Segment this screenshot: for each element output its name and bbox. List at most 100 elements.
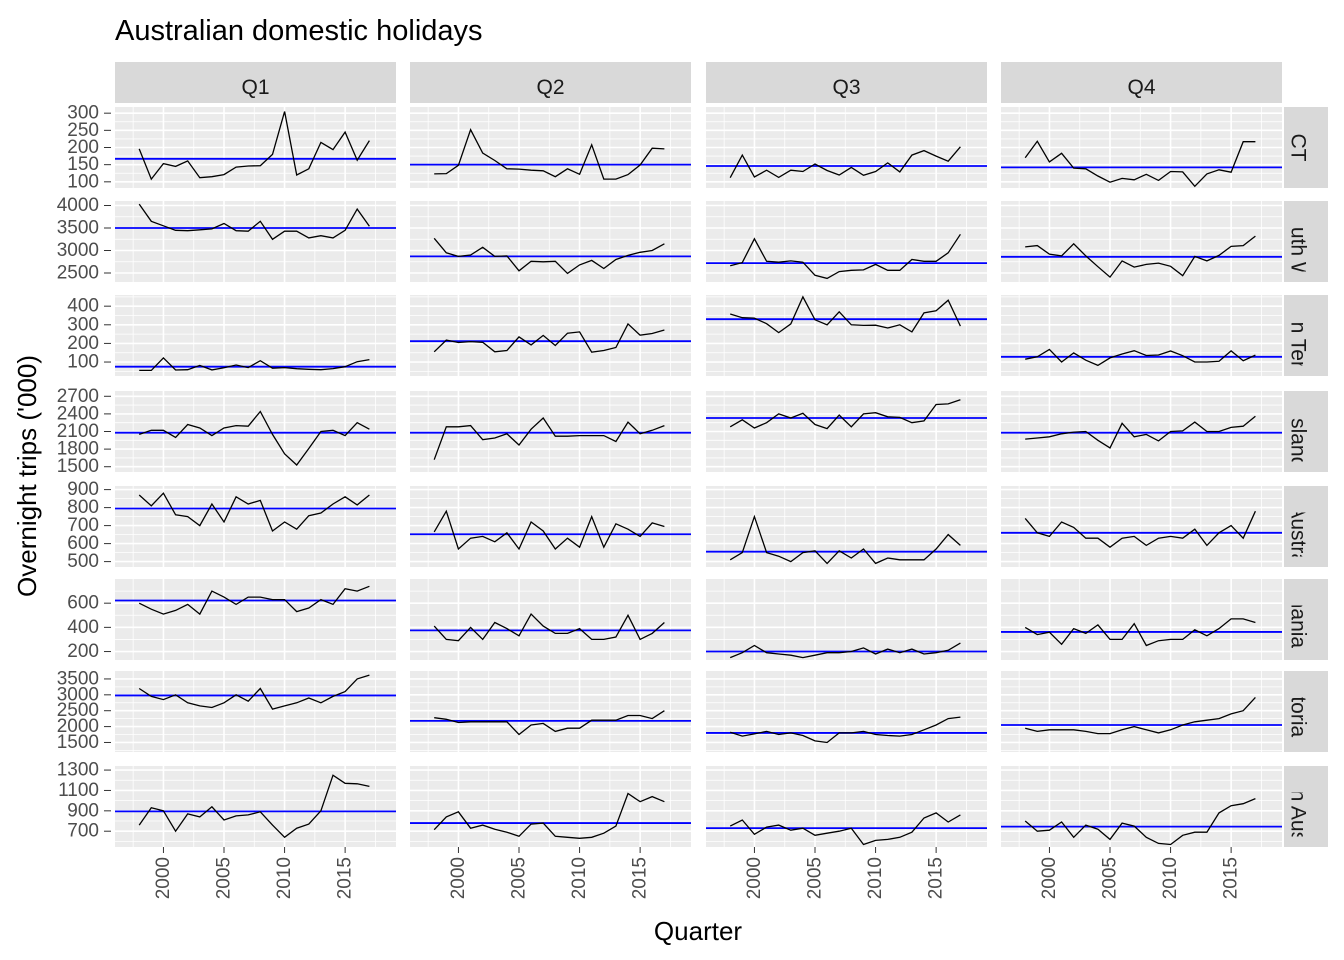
series-line-act-q3 <box>729 146 961 179</box>
y-tick-label: 1300 <box>57 760 99 781</box>
x-tick-label: 2010 <box>1160 857 1181 899</box>
panel-bg-new-south-wales-q2 <box>410 201 691 282</box>
x-tick-label: 2005 <box>214 857 235 899</box>
y-tick-label: 2500 <box>57 700 99 721</box>
series-line-victoria-q2 <box>434 710 665 736</box>
panel-bg-western-australia-q2 <box>410 766 691 847</box>
y-tick-label: 200 <box>67 641 99 662</box>
chart-title: Australian domestic holidays <box>115 15 483 47</box>
panel-bg-northern-territory-q2 <box>410 295 691 376</box>
series-line-northern-territory-q4 <box>1025 348 1256 367</box>
facet-strip-label: Q3 <box>832 76 860 99</box>
y-tick-label: 150 <box>67 154 99 175</box>
y-tick-label: 500 <box>67 551 99 572</box>
series-line-queensland-q3 <box>729 399 961 430</box>
x-tick-label: 2015 <box>1221 857 1242 899</box>
y-tick-label: 100 <box>67 352 99 373</box>
facet-strip-label: Q1 <box>241 76 269 99</box>
y-tick-label: 1800 <box>57 439 99 460</box>
panel-bg-tasmania-q1 <box>115 579 396 660</box>
facet-strip-q3 <box>706 62 987 103</box>
series-line-queensland-q1 <box>138 410 370 466</box>
panel-bg-western-australia-q3 <box>706 766 987 847</box>
row-strip-label: ern Aus <box>1287 771 1310 842</box>
row-strip-western-australia <box>1284 766 1328 847</box>
row-strip-south-australia <box>1284 486 1328 567</box>
series-line-new-south-wales-q3 <box>730 233 961 280</box>
y-tick-label: 3500 <box>57 218 99 239</box>
y-tick-label: 400 <box>67 296 99 317</box>
y-tick-label: 200 <box>67 333 99 354</box>
series-line-south-australia-q2 <box>433 509 665 551</box>
y-tick-label: 2500 <box>57 263 99 284</box>
x-tick-label: 2015 <box>926 857 947 899</box>
panel-bg-northern-territory-q4 <box>1001 295 1282 376</box>
series-line-western-australia-q1 <box>138 774 370 839</box>
series-line-victoria-q3 <box>730 716 961 744</box>
y-tick-label: 600 <box>67 593 99 614</box>
facet-strip-label: Q4 <box>1127 76 1155 99</box>
series-line-tasmania-q2 <box>433 613 665 642</box>
series-line-victoria-q4 <box>1025 696 1256 735</box>
series-line-act-q2 <box>434 128 665 180</box>
y-tick-label: 2400 <box>57 403 99 424</box>
series-line-western-australia-q4 <box>1024 798 1256 846</box>
y-tick-label: 1500 <box>57 732 99 753</box>
panel-bg-south-australia-q1 <box>115 486 396 567</box>
series-line-tasmania-q1 <box>138 585 370 616</box>
y-tick-label: 900 <box>67 479 99 500</box>
row-strip-queensland <box>1284 391 1328 472</box>
series-line-western-australia-q2 <box>433 792 665 839</box>
x-tick-label: 2005 <box>805 857 826 899</box>
series-line-queensland-q2 <box>433 417 665 460</box>
y-tick-label: 300 <box>67 103 99 124</box>
y-tick-label: 3000 <box>57 684 99 705</box>
panel-bg-south-australia-q2 <box>410 486 691 567</box>
row-strip-new-south-wales <box>1284 201 1328 282</box>
panel-bg-south-australia-q3 <box>706 486 987 567</box>
y-tick-label: 2100 <box>57 421 99 442</box>
series-line-south-australia-q1 <box>138 492 370 533</box>
series-line-act-q1 <box>138 111 370 181</box>
x-tick-label: 2005 <box>509 857 530 899</box>
row-strip-label: mania <box>1287 591 1310 649</box>
panel-bg-western-australia-q4 <box>1001 766 1282 847</box>
facet-strip-q1 <box>115 62 396 103</box>
row-strip-label: ensland <box>1287 395 1310 469</box>
x-tick-label: 2010 <box>865 857 886 899</box>
x-tick-label: 2015 <box>630 857 651 899</box>
y-tick-label: 600 <box>67 533 99 554</box>
x-tick-label: 2015 <box>335 857 356 899</box>
x-tick-label: 2000 <box>744 857 765 899</box>
series-line-victoria-q1 <box>138 674 370 710</box>
row-strip-northern-territory <box>1284 295 1328 376</box>
row-strip-act <box>1284 107 1328 188</box>
y-tick-label: 900 <box>67 800 99 821</box>
y-tick-label: 800 <box>67 497 99 518</box>
panel-bg-western-australia-q1 <box>115 766 396 847</box>
y-tick-label: 1100 <box>58 780 99 801</box>
panel-bg-new-south-wales-q1 <box>115 201 396 282</box>
series-line-south-australia-q3 <box>729 514 961 565</box>
panel-bg-new-south-wales-q3 <box>706 201 987 282</box>
series-line-new-south-wales-q4 <box>1025 235 1256 279</box>
series-line-northern-territory-q3 <box>730 295 961 334</box>
row-strip-victoria <box>1284 671 1328 752</box>
y-tick-label: 300 <box>67 314 99 335</box>
series-line-queensland-q4 <box>1025 415 1256 449</box>
series-line-new-south-wales-q1 <box>138 203 370 241</box>
y-tick-label: 2700 <box>57 386 99 407</box>
facet-strip-q4 <box>1001 62 1282 103</box>
panel-bg-tasmania-q2 <box>410 579 691 660</box>
facet-strip-label: Q2 <box>536 76 564 99</box>
x-tick-label: 2010 <box>569 857 590 899</box>
series-line-western-australia-q3 <box>729 812 961 846</box>
x-tick-label: 2000 <box>448 857 469 899</box>
x-tick-label: 2000 <box>153 857 174 899</box>
x-tick-label: 2000 <box>1039 857 1060 899</box>
y-tick-label: 700 <box>67 515 99 536</box>
row-strip-label: ern Ter <box>1287 303 1310 368</box>
y-tick-label: 400 <box>67 617 99 638</box>
panel-bg-new-south-wales-q4 <box>1001 201 1282 282</box>
